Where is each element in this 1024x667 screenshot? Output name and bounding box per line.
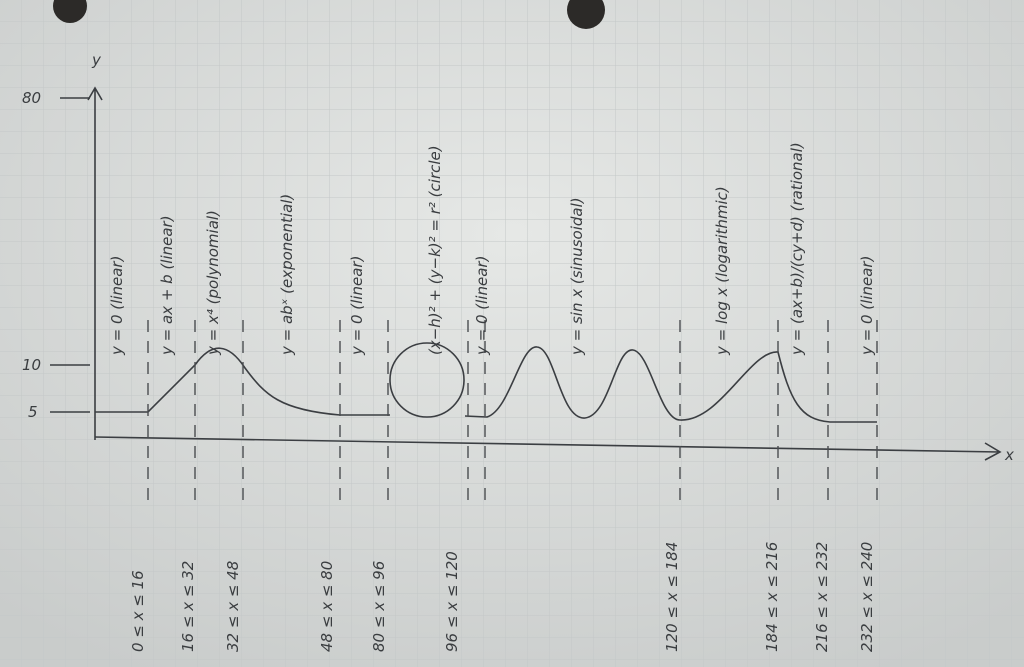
range: 184 ≤ x ≤ 216 — [763, 542, 781, 652]
range: 16 ≤ x ≤ 32 — [179, 561, 197, 652]
x-label: x — [1004, 446, 1014, 464]
equation: (x−h)² + (y−k)² = r² (circle) — [426, 145, 444, 355]
equation: y = sin x (sinusoidal) — [568, 197, 586, 356]
range: 232 ≤ x ≤ 240 — [858, 542, 876, 652]
equation: y = ax + b (linear) — [158, 215, 176, 356]
range: 48 ≤ x ≤ 80 — [318, 561, 336, 652]
y-tick-label: 5 — [28, 403, 38, 421]
y-tick-label: 80 — [22, 89, 41, 107]
range: 0 ≤ x ≤ 16 — [129, 570, 147, 652]
photo: y x 80 10 5 y = 0 (linear) y = ax + b (linea… — [0, 0, 1024, 667]
equation: y = 0 (linear) — [473, 256, 491, 356]
range: 80 ≤ x ≤ 96 — [370, 561, 388, 652]
y-tick-label: 10 — [22, 356, 41, 374]
equation: y = (ax+b)/(cy+d) (rational) — [788, 142, 806, 356]
equation: y = abˣ (exponential) — [278, 194, 296, 356]
equation: y = 0 (linear) — [858, 256, 876, 356]
equation: y = log x (logarithmic) — [713, 186, 731, 356]
range: 216 ≤ x ≤ 232 — [813, 542, 831, 652]
y-label: y — [91, 51, 102, 69]
range: 120 ≤ x ≤ 184 — [663, 542, 681, 652]
range: 32 ≤ x ≤ 48 — [224, 561, 242, 652]
equation: y = 0 (linear) — [348, 256, 366, 356]
equation: y = x⁴ (polynomial) — [204, 210, 222, 356]
range: 96 ≤ x ≤ 120 — [443, 551, 461, 652]
equation: y = 0 (linear) — [108, 256, 126, 356]
